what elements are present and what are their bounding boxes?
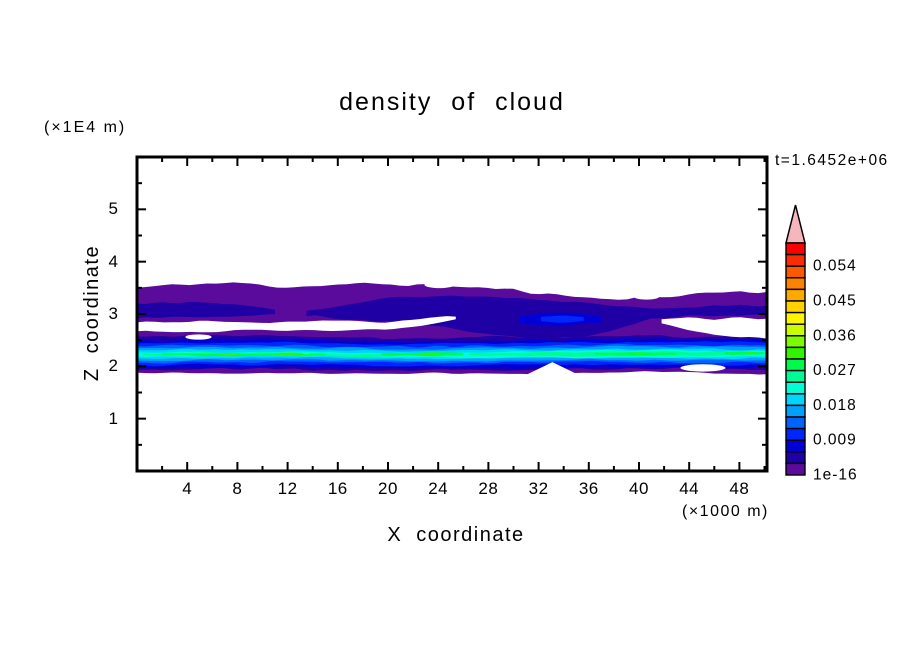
- x-tick-label: 20: [378, 479, 398, 498]
- x-tick-label: 4: [182, 479, 193, 498]
- contour-spot: [632, 352, 646, 355]
- colorbar-segment: [785, 404, 806, 418]
- colorbar-tick-label: 0.036: [813, 327, 857, 344]
- cloud-gap: [137, 316, 456, 333]
- colorbar-segment: [785, 381, 806, 395]
- colorbar-segment: [785, 439, 806, 453]
- y-tick-label: 3: [108, 304, 118, 323]
- colorbar-tick-label: 0.045: [813, 293, 857, 310]
- y-tick-label: 1: [108, 408, 118, 428]
- colorbar-segment: [785, 346, 806, 360]
- x-axis-unit-label: (×1000 m): [682, 503, 769, 520]
- colorbar-segment: [785, 451, 806, 465]
- x-tick-label: 36: [578, 479, 599, 498]
- colorbar: 0.054 0.045 0.036 0.027 0.018 0.009 1e-16: [785, 204, 858, 484]
- x-tick-label: 24: [428, 479, 449, 498]
- contour-field: [137, 281, 767, 377]
- cloud-gap: [522, 362, 583, 377]
- contour-spot: [302, 353, 310, 355]
- contour-spot: [272, 352, 306, 355]
- x-tick-label: 48: [729, 479, 750, 498]
- colorbar-segment: [785, 369, 806, 383]
- contour-spot: [216, 352, 242, 356]
- colorbar-segment: [785, 288, 806, 302]
- colorbar-segment: [785, 311, 806, 325]
- y-tick-label: 4: [108, 251, 118, 271]
- colorbar-segment: [785, 277, 806, 291]
- colorbar-segment: [785, 253, 806, 267]
- colorbar-segment: [785, 462, 806, 476]
- colorbar-tick-label: 0.018: [813, 397, 857, 414]
- colorbar-tick-label: 0.054: [813, 258, 857, 275]
- cloud-gap: [424, 281, 455, 289]
- x-tick-label: 28: [478, 479, 499, 498]
- colorbar-tick-label: 0.027: [813, 362, 857, 379]
- colorbar-segment: [785, 323, 806, 337]
- x-tick-label: 40: [629, 479, 649, 498]
- contour-band: [137, 302, 275, 319]
- x-tick-label: 32: [528, 479, 549, 498]
- cloud-gap: [680, 364, 726, 372]
- colorbar-segment: [785, 265, 806, 279]
- colorbar-segment: [785, 393, 806, 407]
- colorbar-segment: [785, 300, 806, 314]
- cloud-gap: [185, 334, 212, 340]
- contour-spot: [419, 353, 440, 355]
- colorbar-segment: [785, 358, 806, 372]
- axis-ticks: [137, 157, 767, 471]
- chart-title: density of cloud: [339, 88, 565, 116]
- contour-spot: [744, 352, 757, 355]
- y-axis-unit-label: (×1E4 m): [44, 119, 127, 136]
- y-tick-label: 5: [108, 199, 118, 219]
- x-tick-label: 8: [232, 479, 243, 498]
- colorbar-tick-label: 1e-16: [813, 467, 858, 484]
- colorbar-tick-label: 0.009: [813, 432, 857, 449]
- y-tick-label: 2: [108, 356, 118, 376]
- colorbar-segment: [785, 335, 806, 349]
- x-tick-label: 44: [679, 479, 700, 498]
- x-tick-label: 16: [327, 479, 348, 498]
- time-label: t=1.6452e+06: [775, 152, 889, 169]
- cloud-gap: [633, 293, 660, 300]
- colorbar-segment: [785, 242, 806, 256]
- x-axis-label: X coordinate: [387, 524, 525, 546]
- cloud-gap: [661, 317, 767, 339]
- colorbar-segment: [785, 427, 806, 441]
- x-tick-label: 12: [277, 479, 298, 498]
- colorbar-segment: [785, 416, 806, 430]
- contour-band: [541, 315, 584, 323]
- colorbar-overflow-arrow: [785, 204, 806, 244]
